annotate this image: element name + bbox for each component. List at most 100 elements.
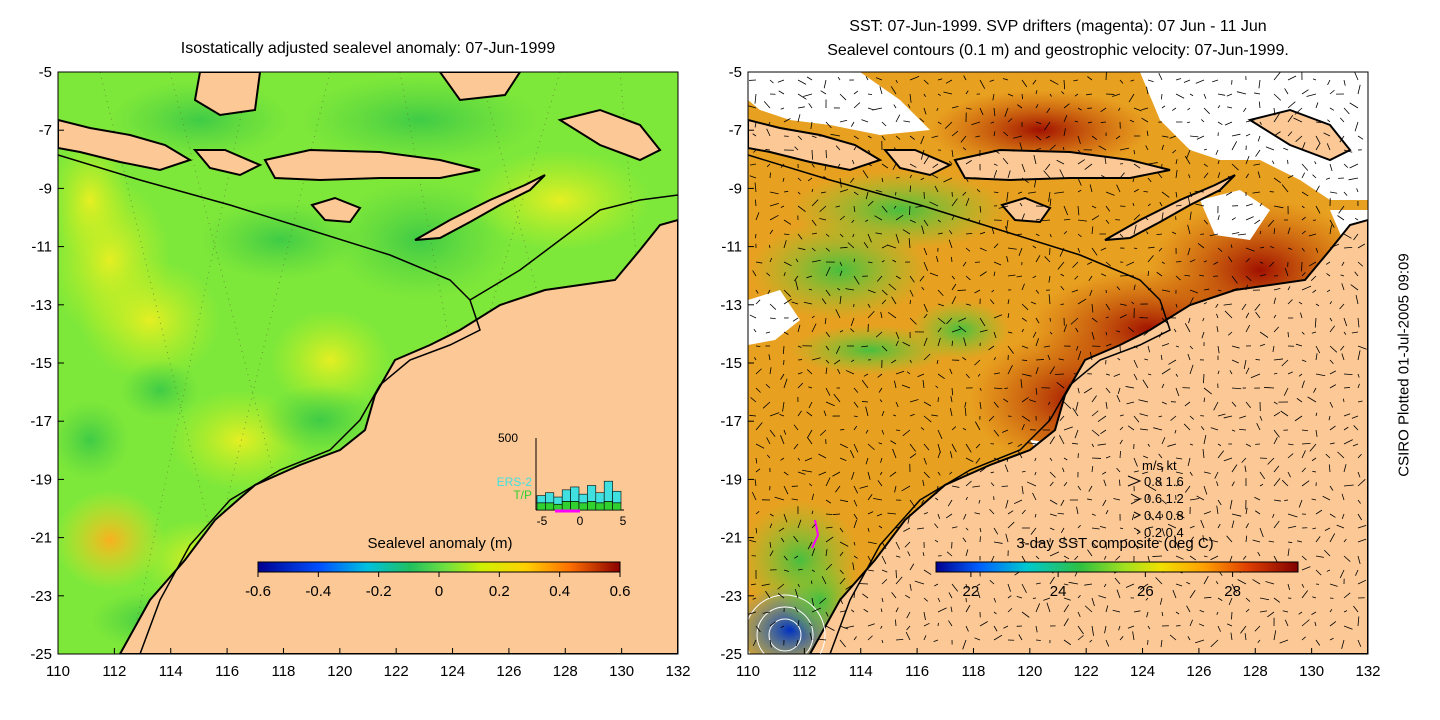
- velocity-vector: [935, 255, 939, 263]
- velocity-vector: [783, 298, 792, 305]
- velocity-vector: [875, 77, 883, 81]
- velocity-vector: [993, 149, 1000, 154]
- velocity-vector: [964, 407, 967, 417]
- velocity-vector: [1189, 364, 1194, 375]
- velocity-vector: [1049, 481, 1054, 487]
- velocity-vector: [1357, 479, 1366, 487]
- velocity-vector: [1273, 287, 1281, 291]
- velocity-vector: [825, 233, 830, 237]
- velocity-vector: [1189, 259, 1196, 263]
- velocity-vector: [1007, 274, 1016, 277]
- velocity-vector: [1312, 596, 1317, 599]
- velocity-vector: [1312, 527, 1317, 530]
- velocity-vector: [763, 101, 771, 109]
- velocity-vector: [1203, 107, 1210, 115]
- velocity-vector: [1357, 135, 1364, 140]
- velocity-vector: [1118, 625, 1121, 631]
- velocity-vector: [1239, 428, 1247, 431]
- velocity-vector: [819, 429, 827, 436]
- velocity-vector: [1187, 457, 1191, 467]
- velocity-vector: [1327, 119, 1331, 123]
- velocity-vector: [1184, 401, 1191, 407]
- velocity-vector: [1315, 555, 1324, 558]
- velocity-vector: [769, 367, 772, 375]
- right-ytick-label: -15: [720, 355, 742, 372]
- velocity-vector: [1019, 202, 1023, 207]
- velocity-vector: [825, 367, 828, 375]
- velocity-vector: [1329, 163, 1333, 172]
- velocity-vector: [769, 523, 773, 529]
- velocity-vector: [862, 593, 869, 599]
- velocity-vector: [1301, 191, 1309, 197]
- velocity-vector: [1301, 205, 1305, 209]
- velocity-vector: [1015, 233, 1023, 236]
- velocity-vector: [1329, 621, 1337, 627]
- velocity-vector: [1265, 581, 1275, 585]
- velocity-vector: [767, 121, 771, 126]
- velocity-vector: [1245, 324, 1251, 333]
- velocity-vector: [811, 199, 819, 207]
- velocity-vector: [1077, 595, 1081, 599]
- inset-bar-ers2: [578, 493, 588, 504]
- velocity-vector: [1301, 467, 1306, 473]
- velocity-vector: [937, 443, 941, 453]
- right-ytick-label: -7: [729, 122, 742, 139]
- velocity-vector: [1049, 79, 1059, 85]
- velocity-vector: [894, 191, 897, 196]
- velocity-vector: [1147, 255, 1154, 263]
- left-xtick-label: 126: [496, 663, 521, 680]
- velocity-vector: [837, 163, 841, 168]
- velocity-vector: [1352, 443, 1359, 447]
- velocity-vector: [1188, 174, 1191, 179]
- velocity-vector: [1169, 634, 1177, 641]
- velocity-vector: [811, 569, 816, 573]
- velocity-vector: [1314, 621, 1317, 627]
- velocity-vector: [1013, 135, 1023, 139]
- velocity-vector: [1160, 93, 1163, 100]
- velocity-vector: [1091, 465, 1094, 473]
- velocity-vector: [1273, 411, 1281, 417]
- velocity-vector: [1005, 225, 1009, 235]
- velocity-vector: [1329, 583, 1338, 587]
- velocity-vector: [894, 485, 897, 493]
- velocity-vector: [895, 619, 897, 627]
- velocity-vector: [1326, 569, 1331, 572]
- right-xtick-label: 114: [849, 663, 873, 680]
- velocity-vector: [993, 271, 996, 277]
- velocity-vector: [1063, 79, 1066, 90]
- velocity-vector: [1006, 457, 1009, 462]
- velocity-vector: [917, 527, 925, 530]
- velocity-vector: [1146, 231, 1149, 235]
- velocity-vector: [853, 425, 858, 431]
- velocity-vector: [1127, 425, 1135, 431]
- velocity-vector: [1349, 163, 1359, 169]
- colorbar-tick-label: -0.6: [245, 583, 271, 600]
- velocity-vector: [837, 287, 841, 291]
- velocity-vector: [1223, 303, 1233, 306]
- velocity-vector: [1255, 359, 1261, 361]
- velocity-vector: [1301, 566, 1311, 571]
- velocity-vector: [867, 233, 872, 243]
- sumba-island: [310, 196, 362, 224]
- velocity-vector: [1049, 471, 1056, 478]
- velocity-vector: [1084, 163, 1093, 170]
- velocity-vector: [937, 303, 945, 307]
- velocity-vector: [1105, 219, 1110, 224]
- velocity-vector: [1133, 373, 1138, 381]
- velocity-vector: [1057, 512, 1065, 515]
- left-ytick-label: -7: [39, 122, 52, 139]
- velocity-vector: [893, 104, 897, 109]
- velocity-vector: [1032, 492, 1037, 501]
- velocity-vector: [1147, 513, 1155, 521]
- velocity-vector: [1228, 256, 1233, 263]
- velocity-vector: [1281, 359, 1289, 367]
- velocity-vector: [1253, 163, 1261, 166]
- sumba-island: [1000, 196, 1052, 224]
- velocity-vector: [1140, 428, 1149, 431]
- velocity-vector: [1103, 479, 1107, 487]
- velocity-vector: [1035, 255, 1041, 263]
- velocity-vector: [1105, 331, 1108, 336]
- velocity-vector: [1146, 130, 1149, 137]
- velocity-vector: [1227, 175, 1233, 179]
- velocity-vector: [1035, 555, 1040, 560]
